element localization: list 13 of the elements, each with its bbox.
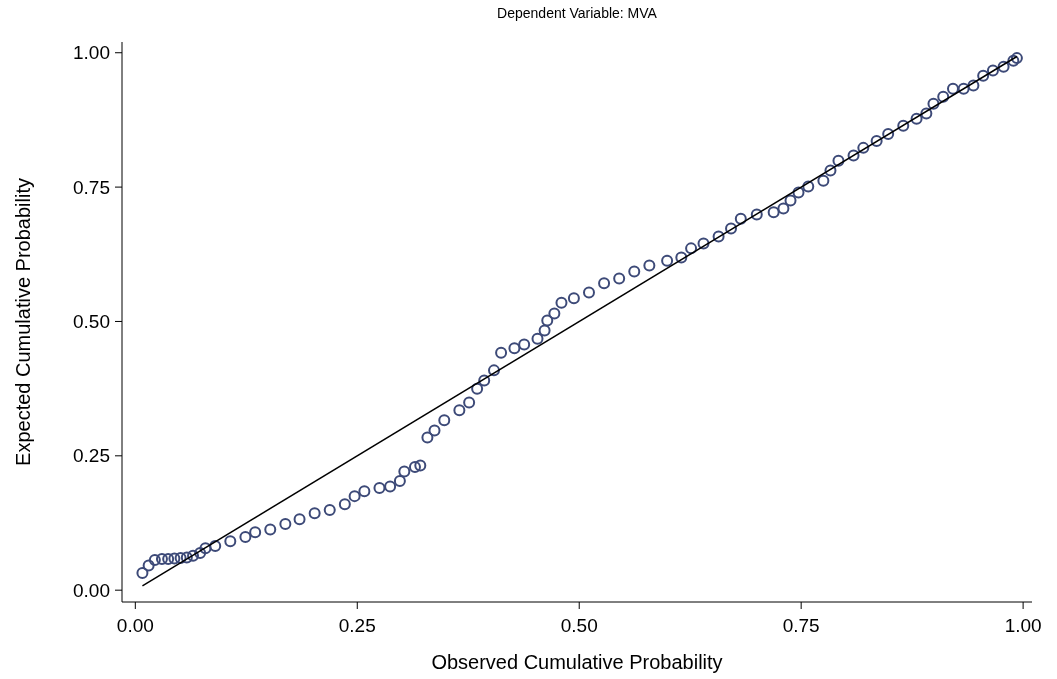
x-tick-label: 0.25 [338, 615, 376, 636]
chart-title: Dependent Variable: MVA [497, 5, 658, 21]
x-axis-title: Observed Cumulative Probability [431, 651, 723, 673]
x-tick-label: 0.50 [560, 615, 598, 636]
y-axis-title: Expected Cumulative Probability [12, 178, 34, 466]
y-tick-label: 1.00 [73, 42, 110, 64]
y-tick-label: 0.00 [73, 579, 110, 601]
y-tick-label: 0.25 [73, 445, 110, 467]
x-tick-label: 1.00 [1004, 615, 1042, 636]
x-tick-label: 0.00 [116, 615, 154, 636]
y-tick-label: 0.50 [73, 311, 110, 333]
x-tick-label: 0.75 [782, 615, 820, 636]
y-tick-label: 0.75 [73, 176, 110, 198]
